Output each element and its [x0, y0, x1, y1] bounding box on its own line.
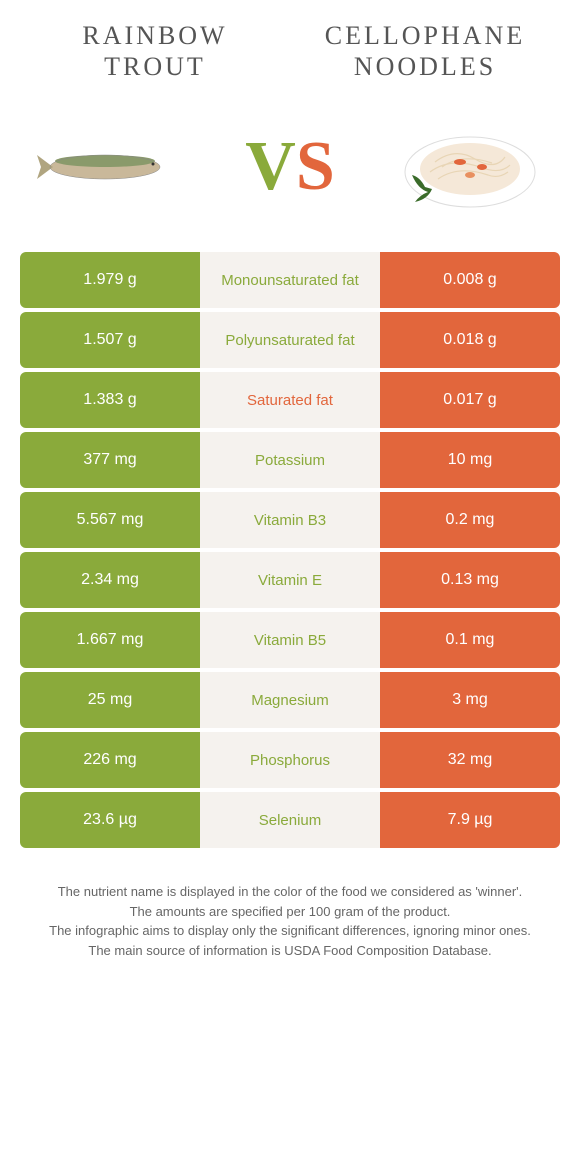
- value-right: 0.017 g: [380, 372, 560, 428]
- food-left-title: RainbowTrout: [34, 20, 277, 82]
- nutrient-row: 1.667 mgVitamin B50.1 mg: [20, 612, 560, 668]
- value-right: 3 mg: [380, 672, 560, 728]
- value-right: 0.2 mg: [380, 492, 560, 548]
- value-right: 32 mg: [380, 732, 560, 788]
- vs-v: V: [245, 127, 296, 207]
- footer-line-4: The main source of information is USDA F…: [30, 941, 550, 961]
- nutrient-label: Phosphorus: [200, 732, 380, 788]
- nutrient-row: 23.6 µgSelenium7.9 µg: [20, 792, 560, 848]
- value-right: 0.008 g: [380, 252, 560, 308]
- nutrient-label: Saturated fat: [200, 372, 380, 428]
- nutrient-label: Selenium: [200, 792, 380, 848]
- value-left: 5.567 mg: [20, 492, 200, 548]
- value-left: 377 mg: [20, 432, 200, 488]
- nutrient-row: 1.507 gPolyunsaturated fat0.018 g: [20, 312, 560, 368]
- nutrient-row: 2.34 mgVitamin E0.13 mg: [20, 552, 560, 608]
- nutrient-label: Vitamin E: [200, 552, 380, 608]
- footer-line-2: The amounts are specified per 100 gram o…: [30, 902, 550, 922]
- nutrient-row: 5.567 mgVitamin B30.2 mg: [20, 492, 560, 548]
- trout-icon: [35, 147, 185, 187]
- value-right: 7.9 µg: [380, 792, 560, 848]
- nutrient-label: Magnesium: [200, 672, 380, 728]
- value-left: 23.6 µg: [20, 792, 200, 848]
- nutrient-row: 25 mgMagnesium3 mg: [20, 672, 560, 728]
- nutrient-label: Polyunsaturated fat: [200, 312, 380, 368]
- value-left: 2.34 mg: [20, 552, 200, 608]
- nutrient-label: Potassium: [200, 432, 380, 488]
- images-row: VS: [0, 92, 580, 252]
- footer-notes: The nutrient name is displayed in the co…: [0, 852, 580, 970]
- nutrient-row: 377 mgPotassium10 mg: [20, 432, 560, 488]
- value-left: 25 mg: [20, 672, 200, 728]
- footer-line-3: The infographic aims to display only the…: [30, 921, 550, 941]
- value-left: 1.667 mg: [20, 612, 200, 668]
- value-right: 10 mg: [380, 432, 560, 488]
- food-right-title: Cellophanenoodles: [304, 20, 547, 82]
- nutrient-label: Vitamin B5: [200, 612, 380, 668]
- footer-line-1: The nutrient name is displayed in the co…: [30, 882, 550, 902]
- nutrient-row: 1.979 gMonounsaturated fat0.008 g: [20, 252, 560, 308]
- food-left-image: [30, 112, 190, 222]
- nutrient-row: 1.383 gSaturated fat0.017 g: [20, 372, 560, 428]
- vs-label: VS: [245, 127, 335, 207]
- value-left: 226 mg: [20, 732, 200, 788]
- nutrient-table: 1.979 gMonounsaturated fat0.008 g1.507 g…: [0, 252, 580, 848]
- value-left: 1.383 g: [20, 372, 200, 428]
- nutrient-label: Monounsaturated fat: [200, 252, 380, 308]
- nutrient-label: Vitamin B3: [200, 492, 380, 548]
- value-right: 0.018 g: [380, 312, 560, 368]
- food-right-image: [390, 112, 550, 222]
- noodles-icon: [400, 117, 540, 217]
- value-right: 0.13 mg: [380, 552, 560, 608]
- vs-s: S: [296, 127, 335, 207]
- value-left: 1.507 g: [20, 312, 200, 368]
- value-right: 0.1 mg: [380, 612, 560, 668]
- value-left: 1.979 g: [20, 252, 200, 308]
- nutrient-row: 226 mgPhosphorus32 mg: [20, 732, 560, 788]
